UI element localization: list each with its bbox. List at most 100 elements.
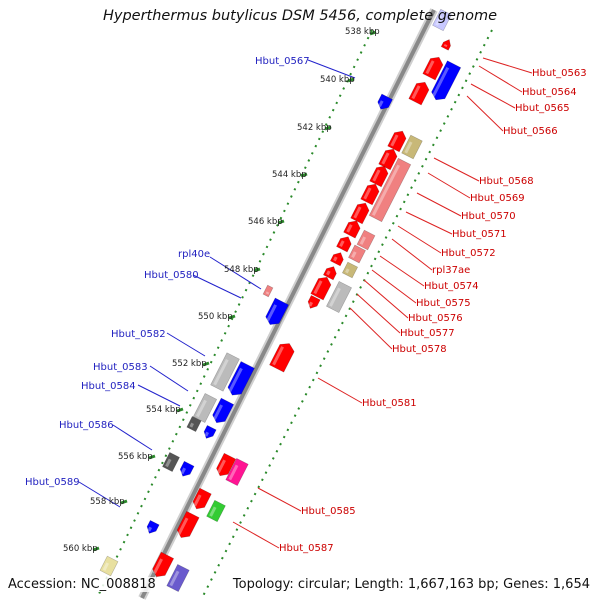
gene-block bbox=[322, 266, 337, 281]
gene-label[interactable]: Hbut_0571 bbox=[452, 229, 507, 240]
gene-feature bbox=[269, 343, 295, 373]
gene-block bbox=[432, 8, 452, 32]
gene-feature bbox=[408, 81, 430, 106]
gene-block bbox=[356, 229, 376, 251]
gene-highlight bbox=[351, 251, 357, 259]
gene-highlight bbox=[353, 206, 362, 219]
gene-highlight bbox=[213, 359, 229, 386]
gene-label[interactable]: Hbut_0576 bbox=[408, 313, 463, 324]
gene-feature bbox=[152, 551, 175, 578]
gene-highlight bbox=[169, 570, 180, 587]
gene-label[interactable]: Hbut_0581 bbox=[362, 398, 417, 409]
kbp-tick bbox=[92, 546, 100, 552]
kbp-label: 542 kbp bbox=[297, 123, 332, 133]
kbp-tick bbox=[120, 499, 128, 505]
gene-label[interactable]: Hbut_0589 bbox=[25, 477, 80, 488]
kbp-tick bbox=[347, 77, 355, 83]
gene-block bbox=[146, 519, 160, 534]
gene-label[interactable]: Hbut_0568 bbox=[479, 176, 534, 187]
gene-feature bbox=[343, 220, 361, 239]
kbp-tick bbox=[148, 454, 156, 460]
gene-block bbox=[227, 361, 255, 396]
gene-feature bbox=[369, 165, 389, 188]
gene-highlight bbox=[180, 467, 187, 475]
gene-label[interactable]: Hbut_0572 bbox=[441, 248, 496, 259]
gene-label[interactable]: Hbut_0574 bbox=[424, 281, 479, 292]
accession-text: Accession: NC_008818 bbox=[8, 577, 156, 592]
kbp-label: 554 kbp bbox=[146, 405, 181, 415]
gene-highlight bbox=[153, 558, 163, 575]
gene-block bbox=[176, 510, 200, 538]
gene-label[interactable]: Hbut_0565 bbox=[515, 103, 570, 114]
label-leader bbox=[482, 57, 533, 74]
gene-highlight bbox=[216, 459, 226, 474]
gene-label[interactable]: Hbut_0580 bbox=[144, 270, 199, 281]
gene-label[interactable]: Hbut_0567 bbox=[255, 56, 310, 67]
kbp-label: 552 kbp bbox=[172, 359, 207, 369]
gene-highlight bbox=[372, 169, 381, 182]
gene-label[interactable]: rpl40e bbox=[178, 249, 210, 260]
gene-block bbox=[262, 284, 274, 298]
gene-block bbox=[408, 81, 430, 106]
gene-feature bbox=[166, 563, 190, 593]
gene-highlight bbox=[425, 60, 435, 75]
label-leader bbox=[112, 424, 153, 451]
gene-label[interactable]: Hbut_0578 bbox=[392, 344, 447, 355]
kbp-tick bbox=[202, 361, 210, 367]
kbp-scale: 538 kbp 540 kbp 542 kbp 544 kbp 546 kbp … bbox=[63, 27, 380, 554]
right-gene-labels: Hbut_0563 Hbut_0564 Hbut_0565 Hbut_0566 … bbox=[279, 68, 587, 554]
kbp-label: 560 kbp bbox=[63, 544, 98, 554]
gene-highlight bbox=[333, 256, 338, 262]
gene-label[interactable]: Hbut_0564 bbox=[522, 87, 577, 98]
gene-highlight bbox=[265, 291, 270, 295]
gene-feature bbox=[265, 297, 289, 325]
gene-highlight bbox=[359, 236, 367, 245]
label-leader bbox=[478, 65, 523, 93]
gene-block bbox=[431, 60, 462, 101]
gene-feature bbox=[422, 56, 444, 81]
gene-feature bbox=[440, 39, 451, 51]
kbp-label: 556 kbp bbox=[118, 452, 153, 462]
gene-block bbox=[206, 499, 226, 523]
gene-label[interactable]: rpl37ae bbox=[432, 265, 470, 276]
label-leader bbox=[307, 59, 356, 79]
gene-label[interactable]: Hbut_0584 bbox=[81, 381, 136, 392]
gene-block bbox=[152, 551, 175, 578]
gene-highlight bbox=[213, 404, 223, 421]
gene-highlight bbox=[195, 399, 207, 418]
gene-feature bbox=[378, 148, 398, 171]
label-leader bbox=[317, 377, 363, 404]
gene-feature bbox=[431, 60, 462, 101]
gene-feature bbox=[326, 280, 352, 314]
gene-label[interactable]: Hbut_0566 bbox=[503, 126, 558, 137]
gene-feature bbox=[262, 284, 274, 298]
gene-highlight bbox=[228, 464, 239, 481]
gene-label[interactable]: Hbut_0585 bbox=[301, 506, 356, 517]
gene-feature bbox=[377, 93, 393, 110]
gene-label[interactable]: Hbut_0563 bbox=[532, 68, 587, 79]
gene-feature bbox=[432, 8, 452, 32]
gene-label[interactable]: Hbut_0570 bbox=[461, 211, 516, 222]
gene-label[interactable]: Hbut_0582 bbox=[111, 329, 166, 340]
gene-highlight bbox=[339, 240, 345, 248]
label-leader bbox=[397, 225, 442, 254]
label-leaders bbox=[78, 57, 533, 549]
gene-label[interactable]: Hbut_0569 bbox=[470, 193, 525, 204]
label-leader bbox=[379, 255, 425, 287]
gene-block bbox=[166, 563, 190, 593]
gene-label[interactable]: Hbut_0583 bbox=[93, 362, 148, 373]
gene-label[interactable]: Hbut_0577 bbox=[400, 328, 455, 339]
kbp-label: 548 kbp bbox=[224, 265, 259, 275]
gene-feature bbox=[192, 393, 218, 423]
gene-label[interactable]: Hbut_0575 bbox=[416, 298, 471, 309]
gene-block bbox=[310, 276, 332, 301]
gene-label[interactable]: Hbut_0586 bbox=[59, 420, 114, 431]
gene-block bbox=[378, 148, 398, 171]
gene-feature bbox=[176, 510, 200, 538]
gene-highlight bbox=[272, 346, 284, 366]
gene-label[interactable]: Hbut_0587 bbox=[279, 543, 334, 554]
gene-feature bbox=[307, 294, 321, 309]
gene-feature bbox=[192, 487, 212, 510]
gene-block bbox=[341, 261, 359, 279]
